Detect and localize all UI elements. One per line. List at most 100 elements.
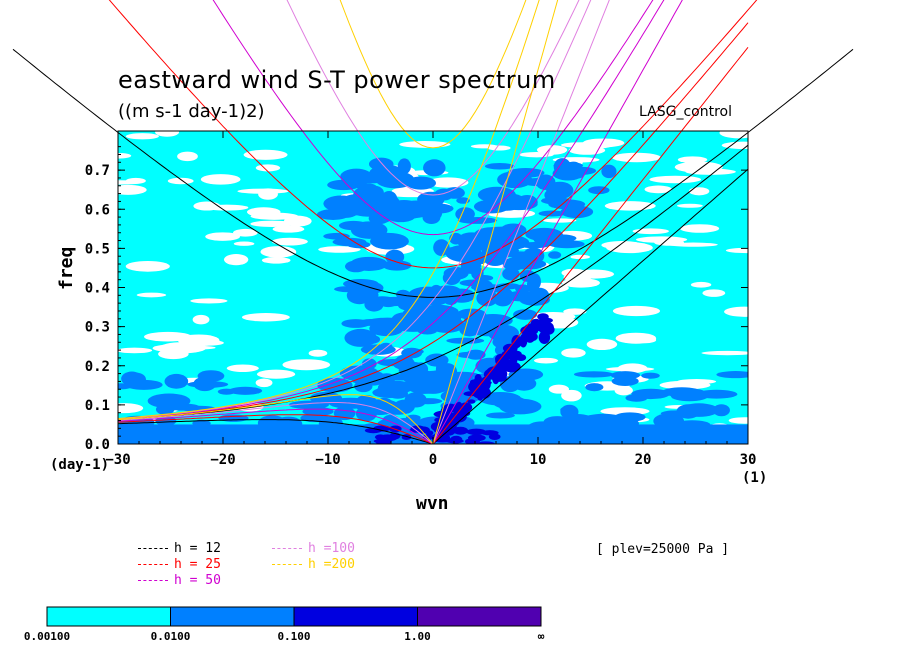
field-patch	[380, 190, 398, 209]
field-patch	[429, 284, 443, 299]
field-patch	[167, 177, 194, 185]
dispersion-curve-h100	[286, 0, 580, 196]
field-patch	[583, 413, 624, 425]
dispersion-curve-h25	[117, 414, 434, 445]
field-patch	[494, 363, 507, 371]
field-patch	[395, 354, 414, 368]
field-patch	[552, 166, 584, 181]
y-tick-label: 0.1	[85, 398, 110, 414]
x-tick-label: −30	[105, 452, 130, 468]
field-patch	[536, 145, 568, 155]
dispersion-curve-h50	[432, 0, 683, 445]
field-patch	[680, 224, 720, 233]
y-tick-label: 0.0	[85, 437, 110, 453]
x-axis-label: wvn	[416, 493, 449, 514]
field-patch	[612, 152, 661, 163]
dispersion-curves	[12, 0, 854, 445]
field-patch	[502, 361, 521, 373]
run-label: LASG_control	[639, 104, 732, 120]
field-patch	[586, 431, 629, 444]
x-tick-label: 20	[635, 452, 652, 468]
colorbar-swatch	[417, 606, 542, 627]
field-patch	[413, 398, 443, 405]
field-patch	[568, 145, 606, 155]
field-patch	[636, 236, 688, 243]
field-patch	[585, 383, 604, 392]
field-patch	[716, 371, 748, 379]
field-patch	[499, 398, 542, 415]
field-patch	[118, 347, 153, 354]
field-patch	[542, 218, 577, 223]
colorbar-label: 0.00100	[23, 630, 71, 643]
colorbar-swatch	[293, 606, 418, 627]
field-patch	[455, 207, 475, 221]
legend-label: h = 50	[174, 573, 221, 588]
field-patch	[250, 212, 299, 220]
field-patch	[326, 427, 347, 440]
field-patch	[473, 227, 508, 243]
dispersion-curve-h12	[117, 144, 749, 421]
field-patch	[433, 239, 450, 256]
field-patch	[484, 163, 515, 170]
field-patch	[392, 206, 425, 219]
field-patch	[233, 228, 258, 237]
field-patch	[518, 242, 550, 249]
field-patch	[422, 202, 441, 217]
colorbar-label: ∞	[537, 630, 545, 643]
field-patch	[373, 439, 390, 444]
y-axis-label: freq	[56, 246, 77, 290]
field-patch	[136, 292, 167, 298]
field-patch	[243, 149, 288, 160]
field-patch	[679, 403, 719, 417]
colorbar-label: 1.00	[404, 630, 431, 643]
field-patch	[125, 177, 146, 184]
field-patch	[561, 268, 587, 278]
field-patch	[500, 198, 538, 211]
field-patch	[405, 176, 437, 190]
field-patch	[192, 314, 210, 325]
field-patch	[147, 393, 191, 409]
field-patch	[393, 399, 415, 414]
legend-entry: h =100	[272, 541, 355, 556]
y-axis: 0.0 0.1 0.2 0.3 0.4 0.5 0.6 0.7	[85, 146, 748, 453]
field-patch	[525, 227, 563, 241]
field-patch	[452, 426, 469, 435]
field-patch	[695, 389, 738, 399]
field-patch	[193, 201, 221, 211]
dispersion-curve-h200	[117, 0, 540, 419]
field-patch	[228, 386, 263, 395]
field-patch	[515, 354, 527, 362]
field-patch	[653, 413, 685, 429]
field-patch	[632, 228, 669, 235]
field-patch	[573, 371, 614, 378]
field-patch	[192, 419, 211, 427]
field-patch	[158, 348, 189, 360]
field-patch	[401, 310, 441, 322]
field-patch	[426, 369, 458, 386]
x-tick-label: 10	[530, 452, 547, 468]
dispersion-curve-h12	[432, 168, 749, 445]
field-patch	[549, 240, 585, 249]
field-patch	[690, 281, 712, 288]
dispersion-curve-h12	[12, 48, 854, 298]
field-patch	[399, 140, 451, 148]
field-patch	[521, 178, 554, 187]
dispersion-curve-h100	[117, 402, 434, 445]
field-patch	[449, 312, 462, 324]
y-tick-label: 0.2	[85, 359, 110, 375]
field-patch	[282, 359, 331, 371]
field-patch	[468, 436, 481, 443]
field-patch	[127, 372, 147, 387]
field-patch	[233, 241, 255, 246]
y-tick-label: 0.7	[85, 163, 110, 179]
field-patch	[125, 260, 170, 272]
field-patch	[382, 374, 422, 381]
field-patch	[702, 289, 726, 297]
field-patch	[712, 404, 730, 417]
field-patch	[513, 425, 552, 440]
field-patch	[382, 260, 412, 271]
field-patch	[610, 371, 641, 380]
dispersion-curve-h50	[117, 408, 434, 445]
field-patch	[719, 131, 748, 139]
